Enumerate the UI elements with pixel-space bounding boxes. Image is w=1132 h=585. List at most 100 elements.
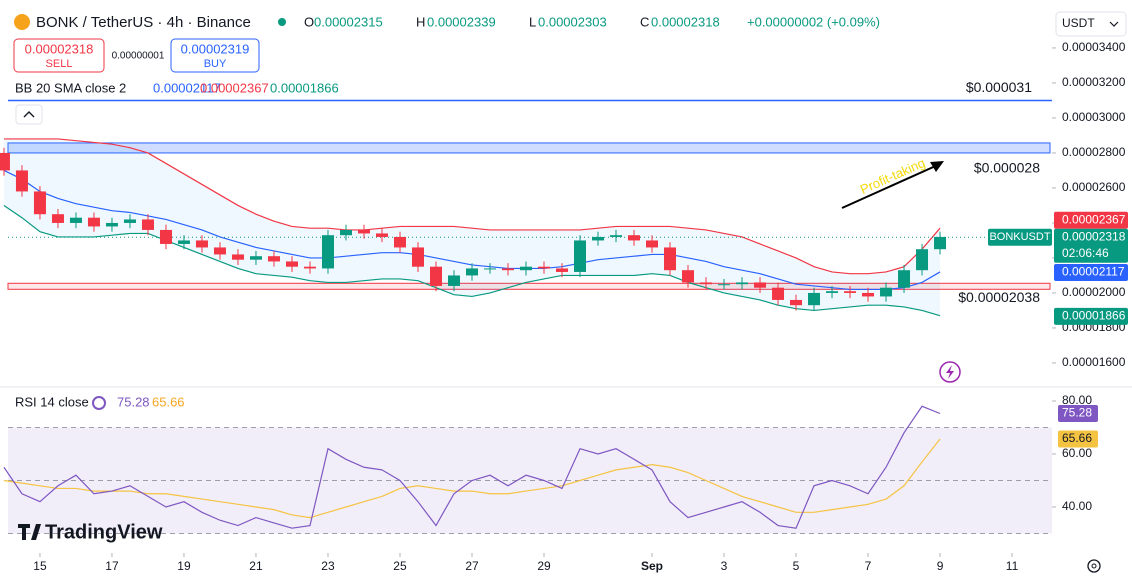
y-tick-label: 40.00 — [1062, 499, 1092, 513]
candle-body — [628, 235, 641, 241]
candle-body — [826, 291, 839, 293]
candle-body — [303, 266, 316, 269]
candle-body — [357, 229, 370, 234]
zone — [7, 142, 1051, 154]
rsi-marker — [1058, 430, 1098, 448]
indicator-name: BB 20 SMA close 2 — [15, 80, 126, 95]
collapse-button[interactable] — [15, 104, 43, 125]
candle-body — [592, 236, 605, 241]
buy-box[interactable] — [170, 38, 260, 73]
rsi-marker — [1058, 405, 1098, 423]
rsi-icon — [92, 396, 106, 410]
ohlc-value: 0.00002339 — [427, 14, 496, 29]
settings-button[interactable] — [1087, 559, 1101, 573]
y-tick-label: 0.00003000 — [1062, 110, 1126, 124]
ohlc-value: 0.00002303 — [538, 14, 607, 29]
price-marker-label: 0.00002318 — [1062, 229, 1126, 243]
currency-label[interactable]: USDT — [1062, 16, 1095, 30]
x-tick-label: 23 — [321, 559, 335, 573]
candle-body — [213, 247, 226, 255]
indicator-value: 0.00002367 — [200, 80, 269, 95]
ohlc-value: 0.00002318 — [651, 14, 720, 29]
alert-bolt[interactable] — [946, 365, 954, 379]
candle-body — [105, 222, 118, 227]
spread: 0.00000001 — [112, 51, 165, 62]
candle-body — [538, 266, 551, 269]
zone — [7, 282, 1051, 290]
plot-area — [0, 99, 1052, 534]
candle-body — [754, 282, 767, 288]
settings-icon[interactable] — [1087, 559, 1101, 573]
candle-body — [177, 240, 190, 244]
candle-body — [808, 292, 821, 306]
dropdown-arrow[interactable] — [1109, 21, 1119, 27]
candle-body — [736, 282, 749, 285]
y-tick-label: 0.00003200 — [1062, 75, 1126, 89]
zone-label: $0.000028 — [974, 160, 1040, 176]
arrow-line — [841, 163, 941, 209]
logo: TradingView — [18, 521, 163, 543]
x-tick-label: 25 — [393, 559, 407, 573]
candle-body — [0, 152, 10, 171]
price-marker-label: 0.00001866 — [1062, 309, 1126, 323]
x-tick-label: 21 — [249, 559, 263, 573]
candle-body — [880, 287, 893, 297]
price-marker-label: 0.00002117 — [1062, 265, 1125, 279]
sell-box[interactable] — [13, 38, 105, 73]
candle-body — [339, 229, 352, 236]
x-tick-label: Sep — [641, 559, 663, 573]
alert-icon[interactable] — [939, 361, 961, 383]
candle-body — [772, 287, 785, 300]
candle-body — [916, 249, 929, 271]
candle-body — [646, 240, 659, 248]
sell-price[interactable]: 0.00002318 — [25, 41, 94, 56]
collapse-icon[interactable] — [23, 111, 35, 118]
candle-body — [483, 268, 496, 270]
candle-body — [267, 256, 280, 262]
rsi-marker-label: 75.28 — [1062, 406, 1092, 420]
y-tick-label: 0.00003400 — [1062, 40, 1126, 54]
candle-body — [664, 247, 677, 271]
logo-mark — [18, 524, 41, 540]
currency-dropdown[interactable]: USDT — [1055, 11, 1127, 37]
candle-body — [15, 170, 28, 192]
buy-button[interactable]: 0.00002319 BUY — [170, 38, 260, 73]
rsi-name: RSI 14 close — [15, 394, 89, 409]
candle-body — [898, 270, 911, 288]
sell-button[interactable]: 0.00002318 SELL — [13, 38, 105, 73]
y-tick-label: 0.00002600 — [1062, 180, 1126, 194]
y-tick-label: 60.00 — [1062, 446, 1092, 460]
symbol-icon — [14, 14, 30, 30]
candle-body — [520, 266, 532, 271]
x-tick-label: 9 — [937, 559, 944, 573]
candle-body — [249, 256, 262, 260]
x-tick-label: 17 — [105, 559, 119, 573]
candle-body — [69, 217, 82, 223]
buy-label[interactable]: BUY — [204, 58, 227, 70]
price-marker — [1054, 211, 1128, 229]
price-marker-label: 0.00002367 — [1062, 212, 1126, 226]
countdown: 02:06:46 — [1062, 246, 1109, 260]
candle-body — [87, 217, 100, 227]
candle-body — [33, 191, 46, 215]
market-status — [278, 18, 286, 26]
y-tick-label: 0.00001600 — [1062, 355, 1126, 369]
candle-body — [501, 268, 514, 271]
candle-body — [556, 268, 569, 272]
ohlc-value: 0.00002315 — [314, 14, 383, 29]
buy-price[interactable]: 0.00002319 — [181, 41, 250, 56]
symbol-tag — [988, 228, 1052, 246]
settings-core[interactable] — [1091, 563, 1097, 569]
y-tick-label: 0.00002000 — [1062, 285, 1126, 299]
indicator-value: 0.00001866 — [270, 80, 339, 95]
x-tick-label: 11 — [1006, 559, 1019, 573]
collapse-box[interactable] — [15, 104, 43, 125]
candle-body — [447, 275, 460, 286]
band-line — [3, 138, 941, 275]
ohlc-key: C — [640, 14, 649, 29]
sell-label[interactable]: SELL — [46, 58, 73, 70]
x-tick-label: 7 — [865, 559, 872, 573]
dropdown-box[interactable] — [1055, 11, 1127, 37]
